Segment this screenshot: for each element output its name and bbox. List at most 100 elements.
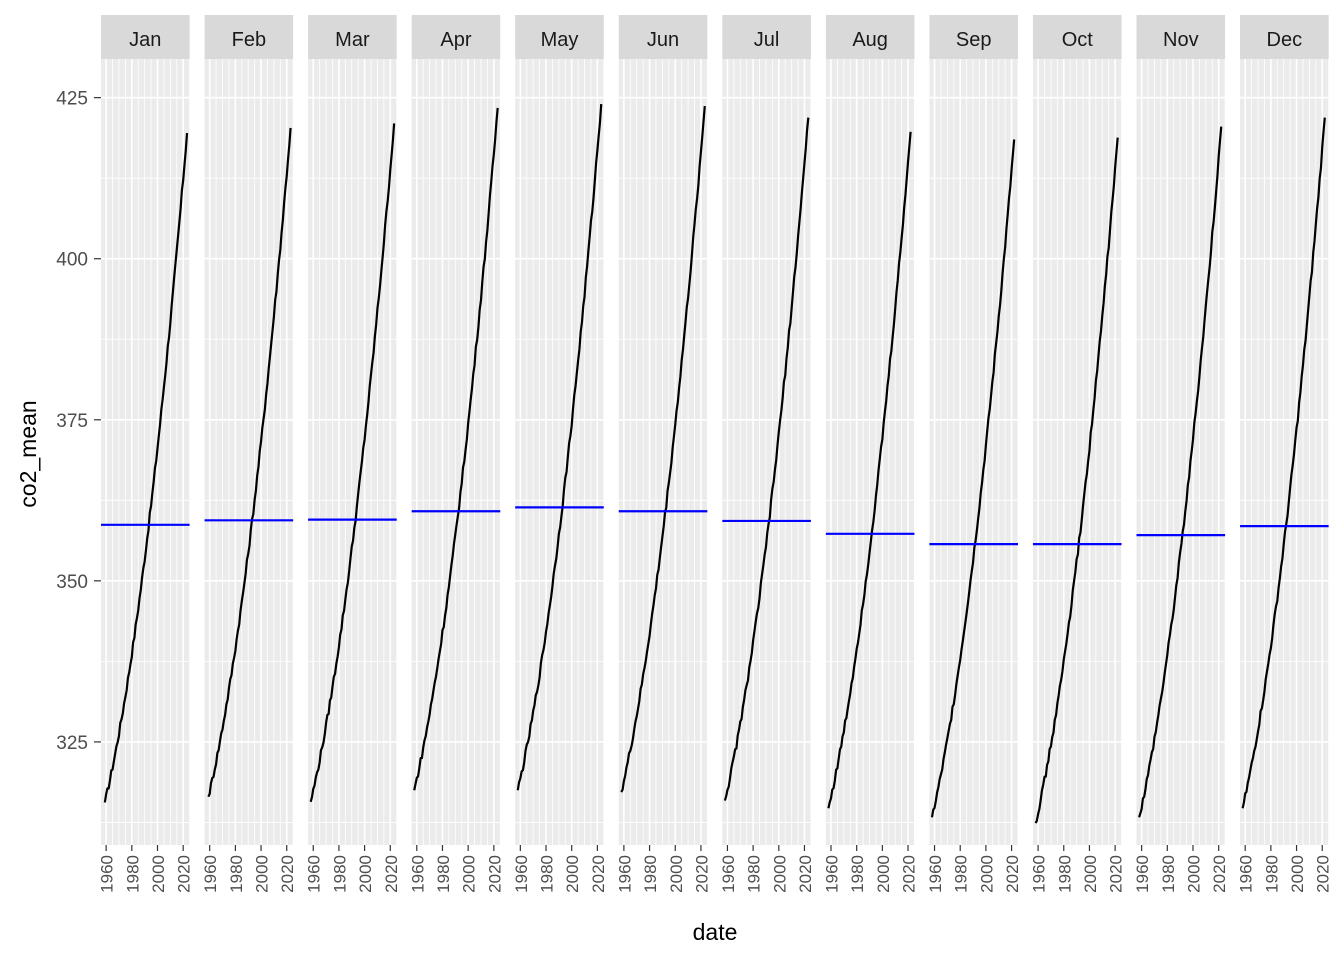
facet-strip-label: Nov (1163, 29, 1199, 51)
x-tick-label: 1980 (1262, 855, 1281, 893)
facet-strip (825, 15, 915, 59)
panel-background (308, 59, 397, 845)
series-line-jun (620, 105, 706, 793)
facet-strip-label: Aug (852, 29, 888, 51)
facet-strip (1240, 15, 1329, 59)
x-tick-label: 2000 (356, 855, 375, 893)
x-tick-label: 2020 (1210, 855, 1229, 893)
series-line-feb (207, 127, 292, 798)
x-tick-label: 1960 (98, 855, 117, 893)
panel-background (722, 59, 811, 845)
x-tick-label: 2020 (1003, 855, 1022, 893)
x-tick-label: 1960 (615, 855, 634, 893)
x-tick-label: 1960 (1030, 855, 1049, 893)
x-tick-label: 1960 (1237, 855, 1256, 893)
series-line-mar (309, 123, 396, 803)
facet-panel-jan: Jan 1960 1980 2000 2020 (98, 15, 194, 893)
x-tick-label: 2020 (175, 855, 194, 893)
x-tick-label: 1980 (227, 855, 246, 893)
x-tick-label: 2020 (485, 855, 504, 893)
x-tick-label: 1980 (434, 855, 453, 893)
x-tick-label: 2000 (1185, 855, 1204, 893)
y-axis: 325 350 375 400 425 (56, 89, 101, 754)
x-tick-label: 2000 (149, 855, 168, 893)
x-tick-label: 1960 (719, 855, 738, 893)
facet-strip-label: Oct (1062, 29, 1094, 51)
facet-panel-oct: Oct 1960 1980 2000 2020 (1030, 15, 1126, 893)
x-tick-label: 1960 (822, 855, 841, 893)
panel-background (929, 59, 1018, 845)
facet-strip-label: Mar (335, 29, 370, 51)
x-tick-label: 2000 (977, 855, 996, 893)
facet-strip-label: Dec (1267, 29, 1303, 51)
panel-background (204, 59, 294, 845)
y-tick-label: 425 (56, 89, 88, 110)
x-tick-label: 1960 (201, 855, 220, 893)
facet-strip-label: Apr (440, 29, 471, 51)
x-tick-label: 1960 (512, 855, 531, 893)
facet-panel-feb: Feb 1960 1980 2000 2020 (201, 15, 297, 893)
facet-strip (722, 15, 811, 59)
x-tick-label: 2000 (1081, 855, 1100, 893)
facet-panel-dec: Dec 1960 1980 2000 2020 (1237, 15, 1333, 893)
facet-strip (411, 15, 501, 59)
series-line-jan (103, 133, 189, 803)
facet-strip (204, 15, 294, 59)
facet-strip-label: Jun (647, 29, 679, 51)
facet-strip (618, 15, 708, 59)
panel-background (618, 59, 708, 845)
x-tick-label: 1980 (538, 855, 557, 893)
panel-background (1032, 59, 1122, 845)
facet-strip (1032, 15, 1122, 59)
series-line-aug (827, 131, 912, 809)
facet-strip-label: May (541, 29, 579, 51)
facet-panel-aug: Aug 1960 1980 2000 2020 (822, 15, 919, 893)
series-line-may (516, 104, 603, 791)
facet-strip-label: Jul (754, 29, 780, 51)
facet-panel-apr: Apr 1960 1980 2000 2020 (408, 15, 504, 893)
x-tick-label: 1980 (641, 855, 660, 893)
x-tick-label: 1980 (330, 855, 349, 893)
x-tick-label: 1960 (408, 855, 427, 893)
facet-panel-nov: Nov 1960 1980 2000 2020 (1133, 15, 1229, 893)
facet-panel-jul: Jul 1960 1980 2000 2020 (719, 15, 815, 893)
panel-background (825, 59, 915, 845)
x-tick-label: 2020 (1107, 855, 1126, 893)
series-line-nov (1138, 126, 1223, 818)
panel-background (1240, 59, 1329, 845)
facet-strip-label: Jan (129, 29, 161, 51)
x-tick-label: 2000 (874, 855, 893, 893)
series-line-dec (1241, 117, 1326, 809)
facet-strip-label: Feb (232, 29, 266, 51)
series-line-sep (930, 139, 1016, 818)
x-tick-label: 1980 (123, 855, 142, 893)
x-tick-label: 2000 (1288, 855, 1307, 893)
x-tick-label: 2020 (589, 855, 608, 893)
y-tick-label: 375 (56, 411, 88, 432)
x-tick-label: 1960 (1133, 855, 1152, 893)
panel-background (1136, 59, 1226, 845)
x-tick-label: 2000 (563, 855, 582, 893)
x-tick-label: 1980 (745, 855, 764, 893)
x-tick-label: 1960 (305, 855, 324, 893)
facet-strip (101, 15, 190, 59)
y-axis-title: co2_mean (15, 400, 41, 507)
panel-background (101, 59, 190, 845)
facet-panel-may: May 1960 1980 2000 2020 (512, 15, 608, 893)
y-tick-label: 400 (56, 250, 88, 271)
x-tick-label: 2000 (460, 855, 479, 893)
series-line-oct (1034, 137, 1119, 824)
facet-panel-jun: Jun 1960 1980 2000 2020 (615, 15, 711, 893)
facet-strip (308, 15, 397, 59)
x-tick-label: 2020 (900, 855, 919, 893)
x-tick-label: 2020 (796, 855, 815, 893)
y-tick-label: 350 (56, 572, 88, 593)
facet-panel-mar: Mar 1960 1980 2000 2020 (305, 15, 401, 893)
x-tick-label: 2000 (667, 855, 686, 893)
facet-strip (1136, 15, 1226, 59)
x-tick-label: 1980 (952, 855, 971, 893)
facet-strip (929, 15, 1018, 59)
x-tick-label: 1980 (848, 855, 867, 893)
